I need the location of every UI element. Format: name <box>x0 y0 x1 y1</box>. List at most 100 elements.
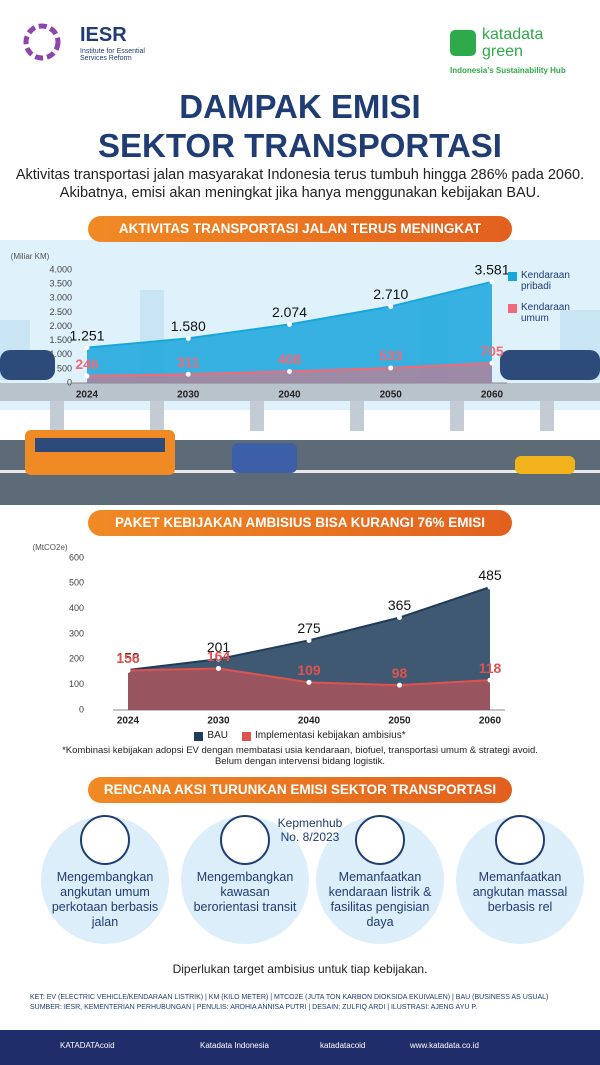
x-tick-label: 2030 <box>207 716 230 727</box>
y-tick-label: 4.000 <box>49 264 72 274</box>
value-label: 156 <box>116 650 140 666</box>
y-tick-label: 1.000 <box>49 349 72 359</box>
legend-swatch <box>508 304 517 313</box>
y-axis-label: (Miliar KM) <box>11 252 50 261</box>
value-label: 1.251 <box>69 327 104 343</box>
legend-label: BAU <box>207 730 228 741</box>
logo: IESR <box>80 24 127 46</box>
data-point <box>84 345 90 351</box>
footer-note: KET: EV (ELECTRIC VEHICLE/KENDARAAN LIST… <box>30 994 549 1001</box>
section-banner: AKTIVITAS TRANSPORTASI JALAN TERUS MENIN… <box>88 216 512 242</box>
footer-note: SUMBER: IESR, KEMENTERIAN PERHUBUNGAN | … <box>30 1004 478 1011</box>
legend-label: Kendaraan umum <box>521 302 570 324</box>
data-point <box>489 360 495 366</box>
data-point <box>388 303 394 309</box>
x-tick-label: 2024 <box>76 390 99 401</box>
x-tick-label: 2050 <box>388 716 411 727</box>
tagline: Indonesia's Sustainability Hub <box>450 66 566 75</box>
y-axis-label: (MtCO2e) <box>32 543 67 552</box>
y-tick-label: 0 <box>67 377 72 387</box>
data-point <box>84 373 90 379</box>
legend-label: Kendaraan pribadi <box>521 270 570 292</box>
intro: Aktivitas transportasi jalan masyarakat … <box>15 167 585 201</box>
value-label: 118 <box>479 660 502 676</box>
title: SEKTOR TRANSPORTASI <box>98 127 502 164</box>
reference: Kepmenhub No. 8/2023 <box>270 816 350 844</box>
value-label: 109 <box>297 662 321 678</box>
y-tick-label: 3.000 <box>49 293 72 303</box>
footnote: *Kombinasi kebijakan adopsi EV dengan me… <box>62 745 538 767</box>
value-label: 1.580 <box>171 318 206 334</box>
value-label: 2.710 <box>373 286 408 302</box>
value-label: 201 <box>207 639 231 655</box>
value-label: 408 <box>278 351 302 367</box>
social: KATADATAcoid <box>60 1041 115 1050</box>
y-tick-label: 600 <box>69 552 84 562</box>
legend-swatch <box>194 732 204 741</box>
section-banner: PAKET KEBIJAKAN AMBISIUS BISA KURANGI 76… <box>88 510 512 536</box>
action-item: Mengembangkan kawasan berorientasi trans… <box>193 870 297 914</box>
x-tick-label: 2060 <box>481 390 504 401</box>
value-label: 275 <box>297 620 321 636</box>
title: DAMPAK EMISI <box>179 88 421 125</box>
brand: katadata green <box>482 26 543 60</box>
area-fill <box>128 668 490 710</box>
note: Diperlukan target ambisius untuk tiap ke… <box>172 962 428 976</box>
x-tick-label: 2040 <box>278 390 301 401</box>
data-point <box>287 321 292 327</box>
y-tick-label: 500 <box>57 363 72 373</box>
data-point <box>185 335 191 341</box>
data-point <box>397 615 402 621</box>
legend: BAU Implementasi kebijakan ambisius* <box>0 730 600 751</box>
value-label: 246 <box>75 356 99 372</box>
data-point <box>125 667 131 673</box>
reference-line: No. 8/2023 <box>280 830 340 844</box>
data-point <box>185 371 191 377</box>
value-label: 485 <box>478 567 502 583</box>
legend-item: Kendaraan pribadi <box>508 270 588 292</box>
y-tick-label: 300 <box>69 628 84 638</box>
data-point <box>388 365 394 371</box>
value-label: 98 <box>392 665 408 681</box>
y-tick-label: 3.500 <box>49 279 72 289</box>
section-banner: RENCANA AKSI TURUNKAN EMISI SEKTOR TRANS… <box>88 777 512 803</box>
social: katadatacoid <box>320 1041 366 1050</box>
data-point <box>287 368 292 374</box>
chart: (Miliar KM) 0 500 1.000 1.500 2.000 2.500 3.000… <box>11 252 510 401</box>
chart: (MtCO2e) 0 100 200 300 400 500 600 158 201 275 365 4… <box>32 543 505 727</box>
action-item: Mengembangkan angkutan umum perkotaan be… <box>51 870 159 929</box>
x-tick-label: 2024 <box>117 716 140 727</box>
x-tick-label: 2050 <box>380 390 403 401</box>
logo-subtitle: Institute for Essential Services Reform <box>80 48 145 62</box>
social: www.katadata.co.id <box>410 1041 479 1050</box>
data-point <box>397 682 402 688</box>
brand-line: green <box>482 43 523 60</box>
data-point <box>487 677 493 683</box>
x-tick-label: 2060 <box>479 716 502 727</box>
y-tick-label: 2.000 <box>49 321 72 331</box>
y-tick-label: 100 <box>69 679 84 689</box>
data-point <box>306 637 312 643</box>
value-label: 3.581 <box>474 262 509 278</box>
action-item: Memanfaatkan kendaraan listrik & fasilit… <box>328 870 432 929</box>
legend-label: Implementasi kebijakan ambisius* <box>254 730 406 741</box>
legend-item: Implementasi kebijakan ambisius* <box>241 730 406 741</box>
x-tick-label: 2030 <box>177 390 200 401</box>
value-label: 158 <box>116 650 140 666</box>
legend-swatch <box>241 732 251 741</box>
data-point <box>487 584 493 590</box>
brand-line: katadata <box>482 26 544 43</box>
value-label: 2.074 <box>272 304 307 320</box>
y-tick-label: 1.500 <box>49 335 72 345</box>
action-item: Memanfaatkan angkutan massal berbasis re… <box>472 870 568 914</box>
value-label: 533 <box>379 348 403 364</box>
y-tick-label: 0 <box>79 704 84 714</box>
legend-swatch <box>508 272 517 281</box>
data-point <box>489 279 495 285</box>
footer-notes: KET: EV (ELECTRIC VEHICLE/KENDARAAN LIST… <box>30 993 570 1013</box>
legend-item: BAU <box>194 730 228 741</box>
data-point <box>216 656 221 662</box>
y-tick-label: 2.500 <box>49 307 72 317</box>
